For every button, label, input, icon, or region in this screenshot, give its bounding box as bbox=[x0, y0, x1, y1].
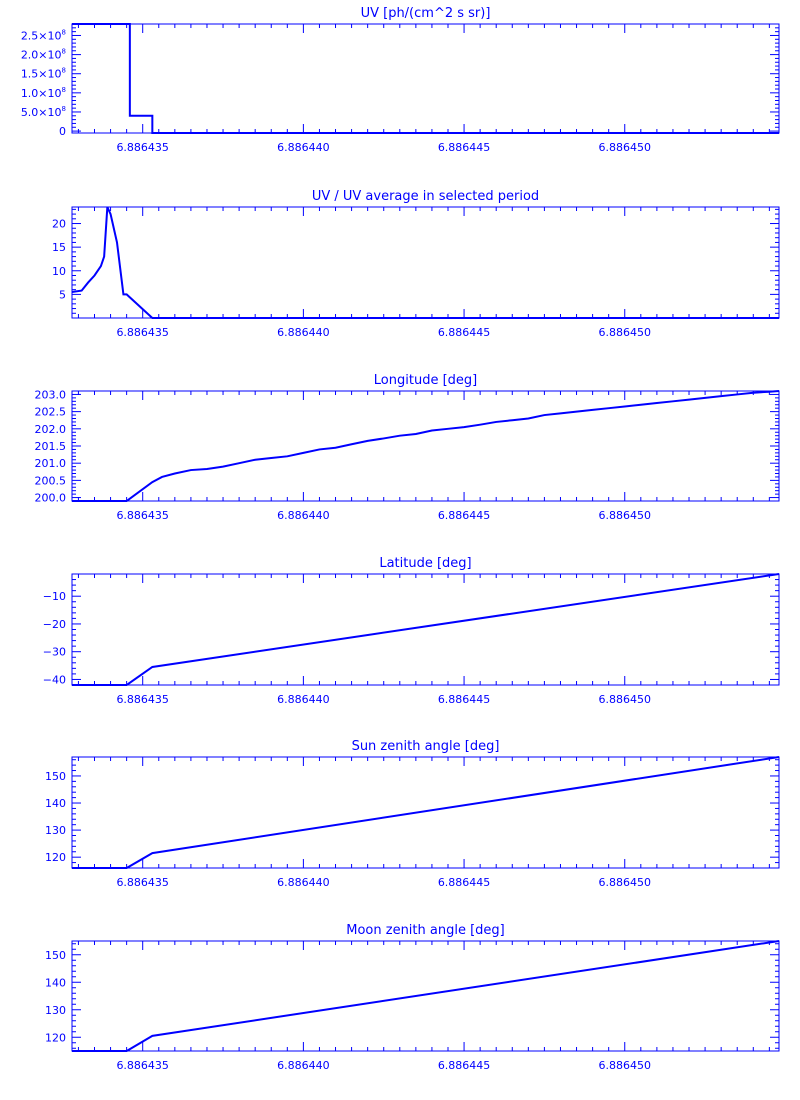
y-axis-ticks bbox=[72, 23, 779, 132]
chart-title: UV [ph/(cm^2 s sr)] bbox=[361, 6, 491, 21]
y-tick-label: 200.0 bbox=[35, 492, 67, 505]
y-tick-label: 203.0 bbox=[35, 388, 67, 401]
x-tick-label: 6.886450 bbox=[598, 693, 651, 706]
x-axis-ticks bbox=[77, 574, 770, 685]
series-line bbox=[72, 756, 780, 869]
chart-panel-4: Latitude [deg] 6.886435 6.886440 6.886445 6.… bbox=[43, 556, 780, 706]
chart-title: Moon zenith angle [deg] bbox=[346, 923, 504, 938]
y-tick-label: 120 bbox=[45, 1031, 66, 1044]
x-tick-label: 6.886445 bbox=[438, 509, 491, 522]
x-axis-ticks bbox=[77, 207, 770, 318]
x-axis-ticks bbox=[77, 391, 770, 501]
chart-panel-3: Longitude [deg] 6.886435 6.886440 6.886445 6… bbox=[35, 373, 780, 522]
y-tick-label: 120 bbox=[45, 851, 66, 864]
x-tick-label: 6.886450 bbox=[598, 1059, 651, 1072]
x-tick-label: 6.886440 bbox=[277, 1059, 330, 1072]
x-tick-label: 6.886450 bbox=[598, 326, 651, 339]
y-tick-label: 202.5 bbox=[35, 406, 67, 419]
x-tick-label: 6.886445 bbox=[438, 693, 491, 706]
chart-panel-5: Sun zenith angle [deg] 6.886435 6.886440 6.… bbox=[45, 739, 780, 889]
y-tick-label: 201.0 bbox=[35, 457, 67, 470]
x-tick-label: 6.886435 bbox=[116, 1059, 169, 1072]
series-line bbox=[71, 206, 779, 319]
y-axis-ticks bbox=[72, 208, 779, 319]
chart-panel-1: UV [ph/(cm^2 s sr)] 6.886435 6.886440 6.886… bbox=[21, 6, 780, 154]
x-tick-label: 6.886440 bbox=[277, 693, 330, 706]
x-axis-ticks bbox=[77, 941, 770, 1051]
y-tick-label: 130 bbox=[45, 1004, 66, 1017]
y-tick-label: −30 bbox=[43, 646, 66, 659]
x-tick-label: 6.886435 bbox=[116, 141, 169, 154]
x-tick-label: 6.886445 bbox=[438, 326, 491, 339]
series-line bbox=[72, 940, 780, 1052]
x-tick-label: 6.886435 bbox=[116, 693, 169, 706]
y-tick-label: 150 bbox=[45, 949, 66, 962]
chart-panel-6: Moon zenith angle [deg] 6.886435 6.886440 6… bbox=[45, 923, 780, 1072]
y-axis-ticks bbox=[72, 573, 779, 686]
y-tick-label: 202.0 bbox=[35, 423, 67, 436]
y-tick-label: −40 bbox=[43, 673, 66, 686]
x-tick-label: 6.886435 bbox=[116, 326, 169, 339]
x-tick-label: 6.886450 bbox=[598, 876, 651, 889]
y-tick-label: 5 bbox=[59, 288, 66, 301]
x-tick-label: 6.886450 bbox=[598, 141, 651, 154]
y-tick-label: 200.5 bbox=[35, 474, 67, 487]
y-tick-label: −10 bbox=[43, 590, 66, 603]
plot-frame bbox=[71, 940, 780, 1052]
y-tick-label: 1.0×108 bbox=[21, 86, 66, 100]
y-axis-ticks bbox=[72, 943, 779, 1049]
y-tick-label: 140 bbox=[45, 976, 66, 989]
chart-title: UV / UV average in selected period bbox=[312, 189, 539, 204]
y-tick-label: 140 bbox=[45, 797, 66, 810]
series-line bbox=[72, 23, 779, 134]
y-tick-label: −20 bbox=[43, 618, 66, 631]
x-tick-label: 6.886445 bbox=[438, 876, 491, 889]
x-tick-label: 6.886440 bbox=[277, 326, 330, 339]
x-tick-label: 6.886440 bbox=[277, 141, 330, 154]
y-tick-label: 10 bbox=[52, 265, 66, 278]
y-tick-label: 20 bbox=[52, 218, 66, 231]
y-tick-label: 0 bbox=[59, 125, 66, 138]
plot-frame bbox=[71, 756, 780, 869]
y-tick-label: 2.0×108 bbox=[21, 48, 66, 62]
plot-frame bbox=[71, 390, 780, 502]
chart-panel-2: UV / UV average in selected period 6.8864… bbox=[52, 189, 780, 339]
x-tick-label: 6.886435 bbox=[116, 509, 169, 522]
y-tick-label: 130 bbox=[45, 824, 66, 837]
x-tick-label: 6.886450 bbox=[598, 509, 651, 522]
y-tick-label: 150 bbox=[45, 770, 66, 783]
y-tick-label: 5.0×108 bbox=[21, 105, 66, 119]
series-line bbox=[72, 573, 780, 686]
y-axis-ticks bbox=[72, 759, 779, 869]
x-tick-label: 6.886445 bbox=[438, 141, 491, 154]
chart-title: Sun zenith angle [deg] bbox=[352, 739, 500, 754]
plot-frame bbox=[71, 206, 780, 319]
plot-frame bbox=[71, 23, 780, 134]
x-axis-ticks bbox=[77, 24, 770, 133]
y-axis-ticks bbox=[72, 390, 779, 502]
x-tick-label: 6.886435 bbox=[116, 876, 169, 889]
chart-title: Longitude [deg] bbox=[374, 373, 477, 388]
y-tick-label: 15 bbox=[52, 241, 66, 254]
x-tick-label: 6.886445 bbox=[438, 1059, 491, 1072]
chart-title: Latitude [deg] bbox=[379, 556, 471, 571]
x-tick-label: 6.886440 bbox=[277, 509, 330, 522]
y-tick-label: 201.5 bbox=[35, 440, 67, 453]
y-tick-label: 1.5×108 bbox=[21, 67, 66, 81]
x-tick-label: 6.886440 bbox=[277, 876, 330, 889]
series-line bbox=[72, 390, 780, 502]
y-tick-label: 2.5×108 bbox=[21, 28, 66, 42]
